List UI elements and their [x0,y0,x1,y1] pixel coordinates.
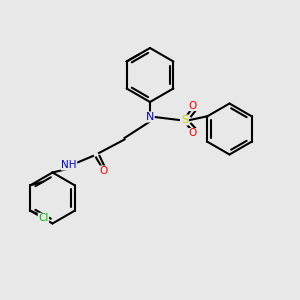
Text: O: O [189,128,197,139]
Text: O: O [189,100,197,111]
Text: NH: NH [61,160,77,170]
Text: N: N [146,112,154,122]
Text: O: O [99,166,108,176]
Text: S: S [181,115,188,125]
Text: Cl: Cl [38,213,49,223]
